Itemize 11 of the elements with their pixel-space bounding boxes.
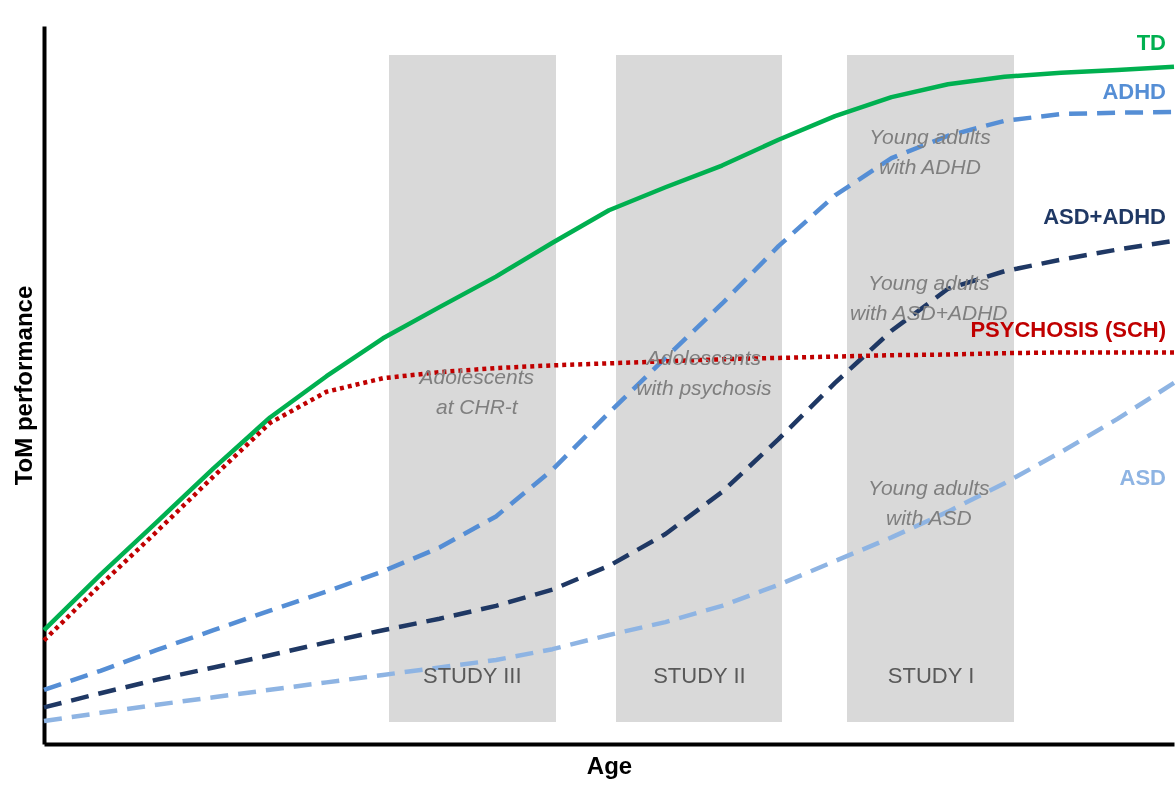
series-label: ASD+ADHD [1043, 203, 1166, 229]
annotation: STUDY III [422, 663, 522, 689]
series-label: TD [1136, 29, 1166, 55]
annotation: STUDY II [653, 663, 746, 689]
y-axis-title: ToM performance [9, 285, 37, 486]
annotation: STUDY I [887, 663, 975, 689]
series-label: ADHD [1102, 79, 1166, 105]
annotation: Adolescents at CHR-t [417, 365, 535, 419]
annotation: Adolescents with psychosis [636, 345, 773, 399]
x-axis-title: Age [586, 751, 633, 779]
series-label: ASD [1119, 464, 1166, 490]
